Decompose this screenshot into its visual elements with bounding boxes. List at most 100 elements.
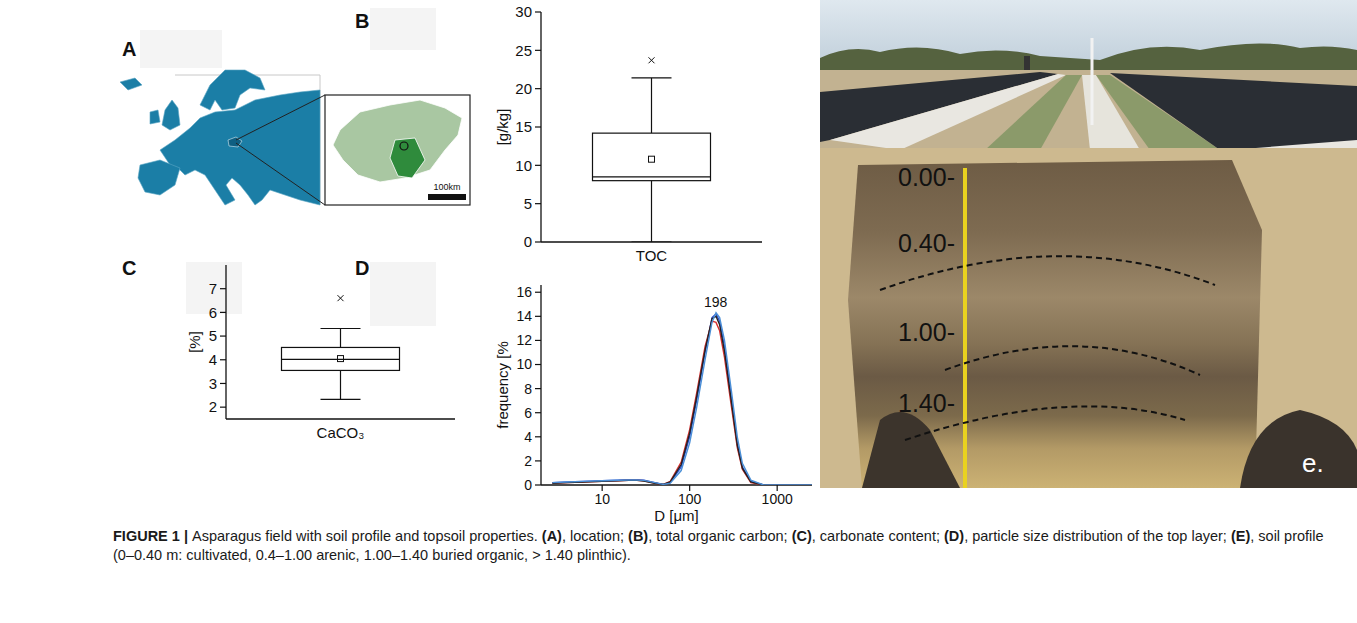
whisker-cap (632, 77, 672, 78)
y-tick-label: 8 (524, 381, 532, 397)
y-tick-label: 10 (516, 356, 532, 372)
label-placeholder (370, 8, 436, 50)
whisker-cap (632, 241, 672, 242)
x-axis-title: D [μm] (654, 507, 698, 524)
leader-line (236, 143, 325, 205)
panel-letter: A (122, 38, 136, 60)
y-tick (220, 335, 226, 336)
county (390, 138, 425, 178)
y-tick (535, 484, 541, 485)
y-tick-label: 20 (515, 80, 532, 97)
depth-label: 1.40- (898, 389, 955, 417)
y-tick (535, 241, 541, 242)
whisker-cap (321, 399, 361, 400)
ground (820, 148, 1357, 488)
y-tick-label: 15 (515, 118, 532, 135)
caption-text: , carbonate content; (812, 528, 944, 544)
land (200, 70, 265, 110)
category-label: TOC (636, 247, 668, 264)
depth-label: 1.00- (898, 318, 955, 346)
trees (820, 43, 1357, 74)
y-tick (535, 126, 541, 127)
annotation: 198 (704, 294, 728, 310)
panel-letter: C (122, 257, 136, 279)
shadow (1240, 410, 1357, 488)
x-tick-label: 10 (594, 491, 610, 507)
horizon-boundary (880, 256, 1215, 290)
stake (1091, 38, 1094, 125)
soil-pit (848, 160, 1262, 488)
y-tick (535, 316, 541, 317)
y-tick (535, 165, 541, 166)
mean (338, 356, 344, 362)
x-axis (541, 241, 762, 242)
y-tick-label: 5 (209, 327, 217, 344)
caption-text: (C) (792, 528, 812, 544)
median (593, 176, 711, 177)
caption-text: (A) (542, 528, 562, 544)
y-tick (220, 312, 226, 313)
y-tick-label: 10 (515, 157, 532, 174)
panel-letter: B (355, 10, 369, 32)
leader-line (236, 95, 325, 140)
mean (649, 156, 655, 162)
map-panel: A 100km (120, 30, 470, 205)
whisker-cap (321, 328, 361, 329)
series-line (552, 313, 812, 485)
y-tick-label: 0 (524, 477, 532, 493)
label-placeholder (370, 262, 436, 326)
y-axis-title: [g/kg] (494, 109, 511, 146)
land (150, 110, 160, 124)
y-tick-label: 12 (516, 332, 532, 348)
y-tick (535, 88, 541, 89)
inset-frame (325, 95, 470, 205)
y-tick (535, 340, 541, 341)
whisker (651, 181, 652, 242)
y-tick-label: 2 (209, 398, 217, 415)
caption: FIGURE 1 | Asparagus field with soil pro… (113, 527, 1345, 565)
outlier (649, 57, 655, 63)
chart-panel: C234567[%]CaCO₃ (122, 257, 455, 441)
y-tick-label: 30 (515, 3, 532, 20)
y-tick (220, 359, 226, 360)
land (162, 100, 180, 130)
whisker (651, 78, 652, 133)
y-tick (220, 288, 226, 289)
y-axis (540, 285, 541, 485)
y-tick-label: 2 (524, 453, 532, 469)
scale-label: 100km (433, 182, 460, 192)
y-tick-label: 6 (524, 405, 532, 421)
caption-text: (D) (944, 528, 964, 544)
y-tick (535, 460, 541, 461)
y-tick-label: 16 (516, 284, 532, 300)
y-tick (535, 388, 541, 389)
y-tick (535, 292, 541, 293)
marks (593, 57, 711, 242)
y-tick-label: 0 (524, 233, 532, 250)
land (160, 90, 320, 205)
series-line (552, 316, 812, 485)
x-tick-label: 100 (678, 491, 702, 507)
chart-panel: B051015202530[g/kg]TOC (355, 3, 762, 264)
series-line (552, 314, 812, 485)
y-axis-title: frequency [% (494, 341, 511, 429)
panel-letter: e. (1302, 448, 1324, 478)
hungary (333, 100, 462, 182)
caption-text: FIGURE 1 | (113, 528, 192, 544)
scale-bar (428, 194, 466, 200)
box (282, 347, 400, 370)
whisker (340, 328, 341, 347)
y-tick-label: 6 (209, 304, 217, 321)
caption-text: , total organic carbon; (648, 528, 791, 544)
caption-text: , particle size distribution of the top … (964, 528, 1231, 544)
y-axis-title: [%] (186, 331, 203, 353)
y-tick (220, 383, 226, 384)
depth-label: 0.00- (898, 163, 955, 191)
whisker (340, 370, 341, 399)
y-tick (535, 50, 541, 51)
person (1024, 56, 1030, 70)
y-tick-label: 7 (209, 280, 217, 297)
photo (820, 0, 1357, 488)
box (593, 133, 711, 181)
x-tick-label: 1000 (762, 491, 793, 507)
